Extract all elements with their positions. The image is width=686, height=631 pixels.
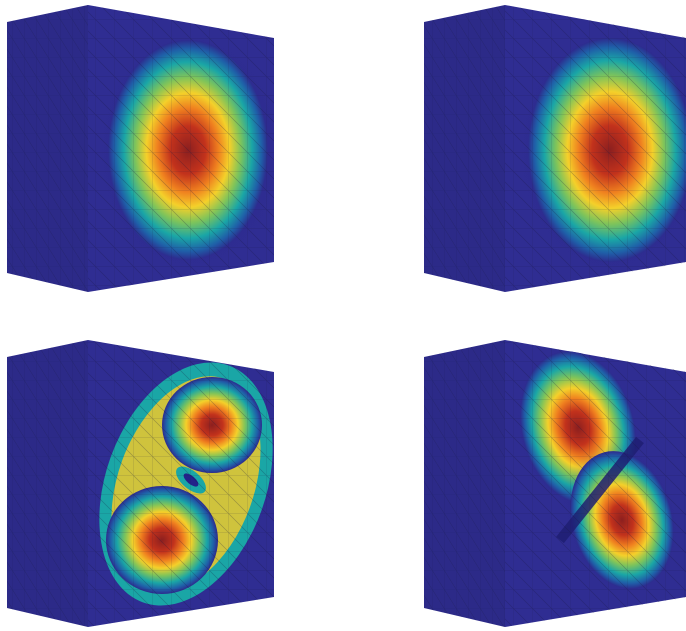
box-side-mesh xyxy=(7,5,88,292)
box-side-mesh xyxy=(424,5,505,292)
panel-mode-4 xyxy=(424,340,686,627)
box-side-mesh xyxy=(424,340,505,627)
mesh-overlay xyxy=(88,340,274,627)
box-side-mesh xyxy=(7,340,88,627)
mesh-overlay xyxy=(505,5,686,292)
panel-mode-3 xyxy=(7,340,274,627)
panel-mode-1 xyxy=(7,5,274,292)
mesh-overlay xyxy=(88,5,274,292)
panel-mode-2 xyxy=(424,5,686,292)
mesh-overlay xyxy=(505,340,686,627)
